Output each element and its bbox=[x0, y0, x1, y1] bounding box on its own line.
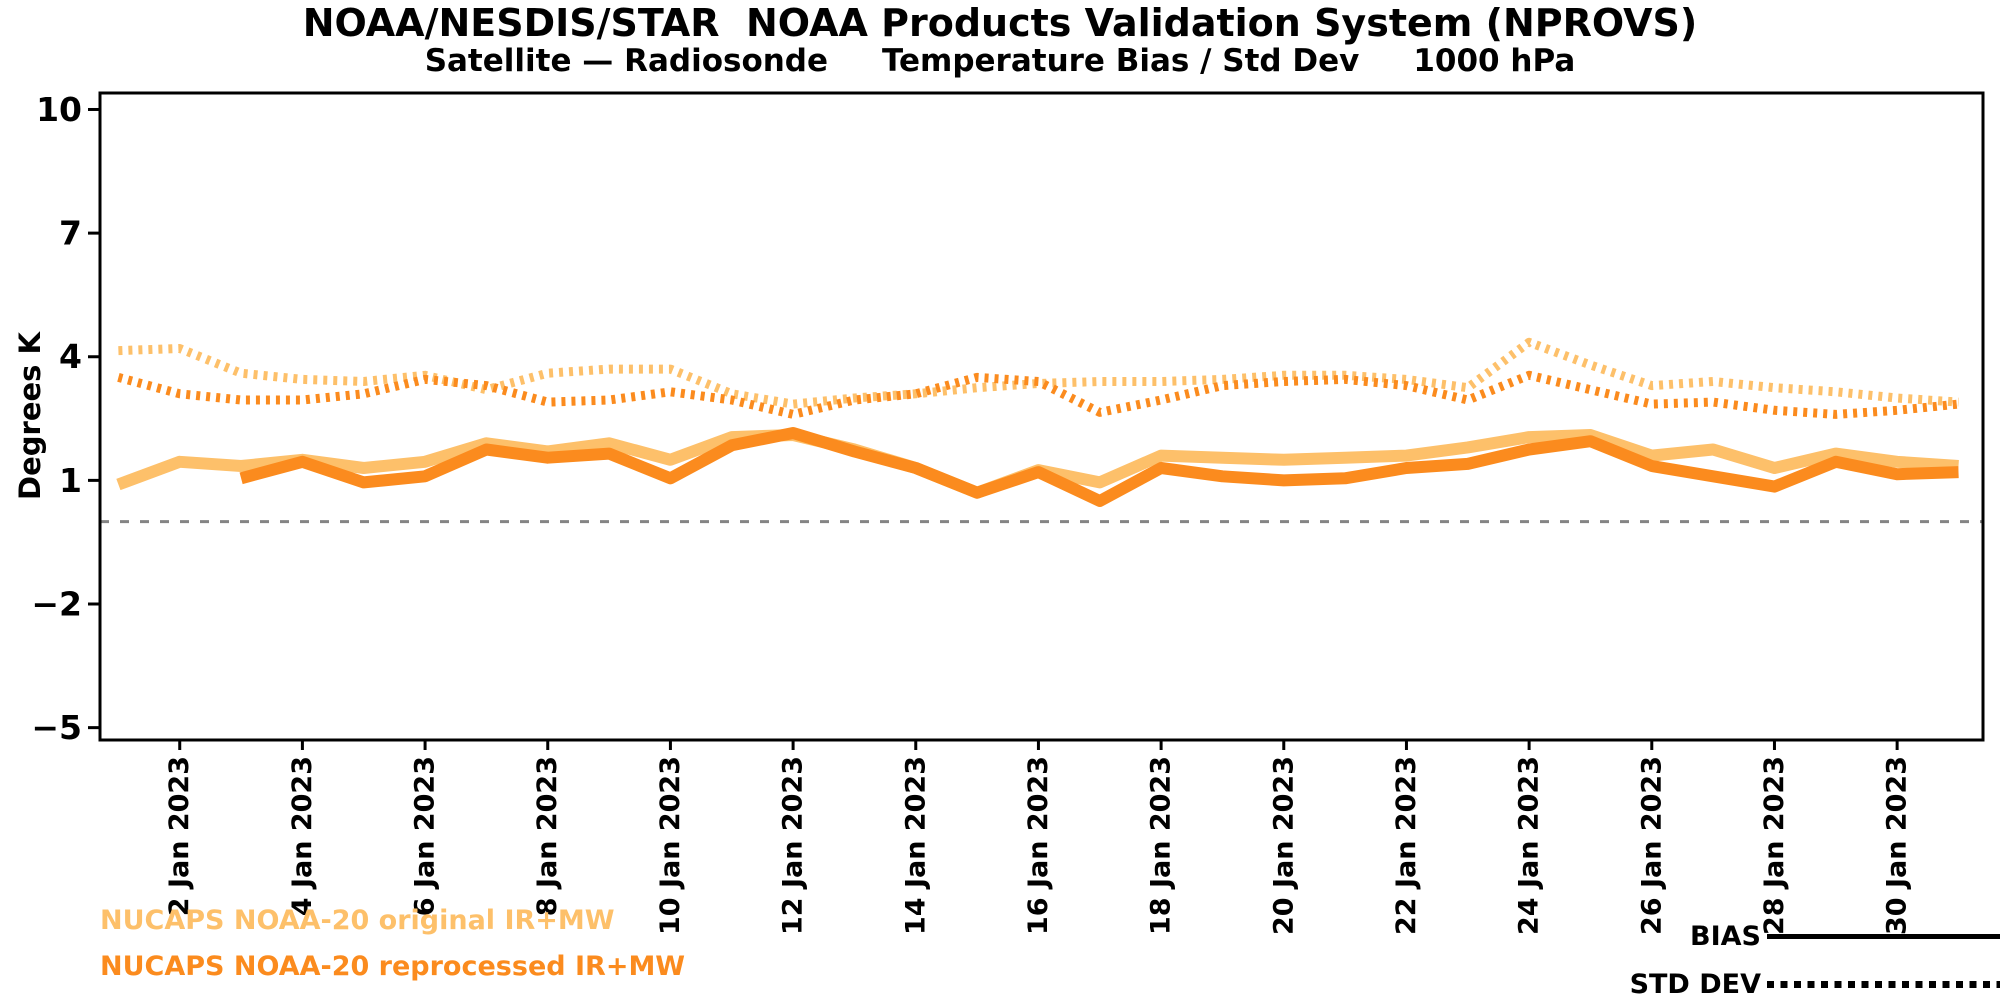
x-tick-label: 8 Jan 2023 bbox=[532, 756, 563, 916]
x-tick-label: 4 Jan 2023 bbox=[287, 756, 318, 916]
y-tick-label: 10 bbox=[36, 90, 82, 129]
stddev-legend-row: STD DEV bbox=[1240, 960, 2000, 1000]
plot-frame bbox=[98, 91, 1985, 742]
stddev-legend-label: STD DEV bbox=[1629, 968, 1761, 1000]
y-tick-label: 7 bbox=[59, 214, 82, 253]
x-tick-label: 28 Jan 2023 bbox=[1759, 756, 1790, 935]
bias-legend-row: BIAS bbox=[1240, 912, 2000, 960]
stddev-original-line bbox=[118, 337, 1959, 409]
x-tick-label: 30 Jan 2023 bbox=[1882, 756, 1913, 935]
x-tick-label: 22 Jan 2023 bbox=[1391, 756, 1422, 935]
x-tick-label: 10 Jan 2023 bbox=[655, 756, 686, 935]
y-tick-label: −2 bbox=[31, 585, 82, 624]
x-tick-label: 26 Jan 2023 bbox=[1636, 756, 1667, 935]
x-tick-label: 20 Jan 2023 bbox=[1268, 756, 1299, 935]
bias-reprocessed-line bbox=[239, 427, 1959, 507]
x-tick-label: 18 Jan 2023 bbox=[1146, 756, 1177, 935]
stddev-reprocessed-line bbox=[117, 370, 1959, 419]
page-title: NOAA/NESDIS/STAR NOAA Products Validatio… bbox=[302, 1, 1698, 45]
bias-legend-label: BIAS bbox=[1690, 920, 1761, 952]
legend-item-reprocessed: NUCAPS NOAA-20 reprocessed IR+MW bbox=[100, 951, 686, 982]
x-tick-label: 12 Jan 2023 bbox=[778, 756, 809, 935]
x-tick-label: 2 Jan 2023 bbox=[164, 756, 195, 916]
legend-item-original: NUCAPS NOAA-20 original IR+MW bbox=[100, 905, 615, 936]
y-tick-label: 1 bbox=[59, 461, 82, 500]
x-tick-label: 6 Jan 2023 bbox=[410, 756, 441, 916]
line-style-legend: BIAS STD DEV bbox=[1240, 912, 2000, 1000]
chart-subtitle: Satellite — Radiosonde Temperature Bias … bbox=[424, 43, 1576, 79]
x-tick-label: 16 Jan 2023 bbox=[1023, 756, 1054, 935]
stddev-legend-line bbox=[1767, 980, 2000, 988]
x-tick-label: 24 Jan 2023 bbox=[1514, 756, 1545, 935]
y-tick-label: −5 bbox=[31, 708, 82, 747]
bias-legend-line bbox=[1767, 933, 2000, 939]
y-tick-label: 4 bbox=[59, 337, 82, 376]
x-tick-label: 14 Jan 2023 bbox=[900, 756, 931, 935]
series-legend: NUCAPS NOAA-20 original IR+MW NUCAPS NOA… bbox=[100, 898, 685, 990]
